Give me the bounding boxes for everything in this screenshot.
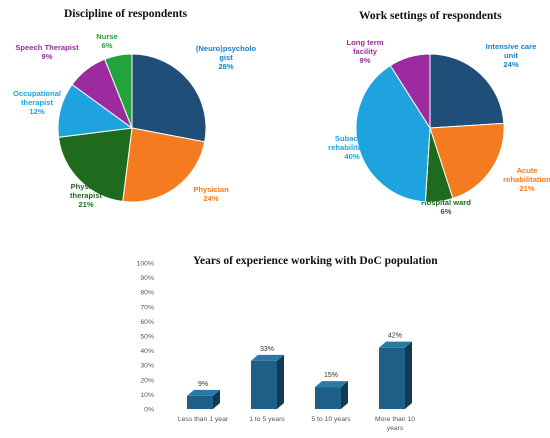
discipline-slice-5 (104, 53, 133, 129)
bar-top-2 (315, 381, 348, 388)
work-slice-1 (429, 122, 505, 200)
y-tick-label: 100% (137, 261, 154, 268)
y-tick-label: 50% (140, 334, 154, 341)
discipline-label-0: (Neuro)psycholo gist 28% (196, 44, 257, 71)
y-tick-label: 70% (140, 304, 154, 311)
work-label-1: Acute rehabilitation 21% (503, 166, 550, 193)
bar-2 (315, 387, 341, 409)
y-tick-label: 10% (140, 392, 154, 399)
bar-value-label-3: 42% (388, 333, 402, 340)
bar-side-0 (213, 389, 220, 409)
y-tick-label: 30% (140, 363, 154, 370)
bar-value-label-2: 15% (324, 372, 338, 379)
bar-value-label-1: 33% (260, 346, 274, 353)
work-label-0: Intensive care unit 24% (486, 42, 537, 69)
y-tick-label: 0% (144, 407, 154, 414)
discipline-label-4: Speech Therapist 9% (15, 43, 79, 61)
x-category-label-2: 5 to 10 years (311, 416, 351, 423)
bar-side-3 (405, 341, 412, 409)
chart-title-discipline: Discipline of respondents (64, 8, 188, 20)
discipline-label-1: Physician 24% (193, 185, 229, 203)
bar-3 (379, 347, 405, 409)
bar-side-2 (341, 381, 348, 409)
chart-title-work-settings: Work settings of respondents (359, 10, 502, 22)
discipline-slice-2 (58, 127, 133, 202)
discipline-label-2: Physical therapist 21% (70, 182, 103, 209)
bar-side-1 (277, 354, 284, 409)
work-slice-0 (429, 53, 505, 129)
chart-title-experience: Years of experience working with DoC pop… (193, 255, 438, 267)
y-tick-label: 20% (140, 377, 154, 384)
bar-value-label-0: 9% (198, 381, 208, 388)
y-tick-label: 40% (140, 348, 154, 355)
bar-top-3 (379, 341, 412, 348)
bar-0 (187, 395, 213, 409)
work-label-2: Hospital ward 6% (421, 198, 471, 216)
bar-top-0 (187, 389, 220, 396)
y-tick-label: 80% (140, 290, 154, 297)
y-tick-label: 90% (140, 275, 154, 282)
discipline-label-5: Nurse 6% (96, 32, 118, 50)
y-tick-label: 60% (140, 319, 154, 326)
bar-top-1 (251, 354, 284, 361)
x-category-label-1: 1 to 5 years (249, 416, 285, 423)
work-slice-4 (389, 53, 431, 130)
x-category-label-0: Less than 1 year (178, 416, 229, 423)
work-label-3: Subacute rehabilitation 40% (328, 134, 376, 161)
discipline-slice-1 (122, 127, 206, 203)
discipline-slice-0 (131, 53, 207, 143)
bar-1 (251, 360, 277, 409)
work-label-4: Long term facility 9% (346, 38, 383, 65)
x-category-label-3: More than 10 years (375, 416, 415, 432)
discipline-label-3: Occupational therapist 12% (13, 89, 61, 116)
